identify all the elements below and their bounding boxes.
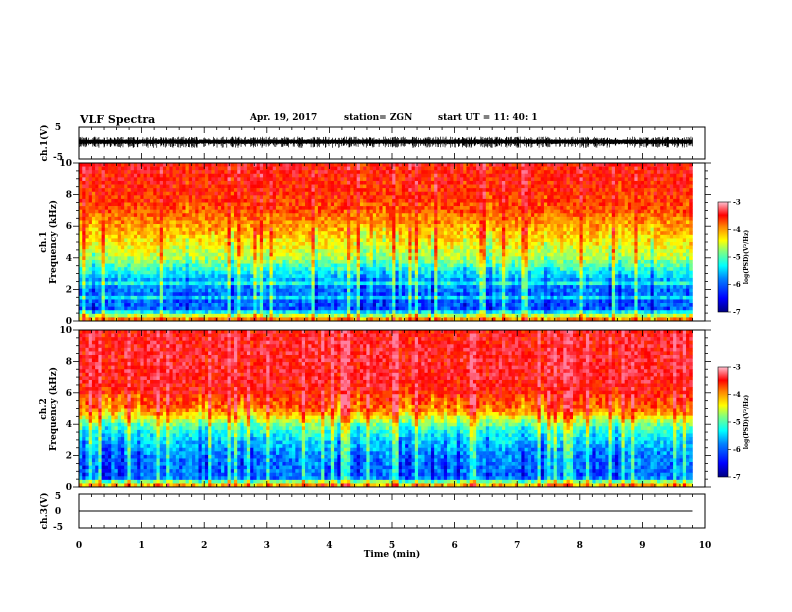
- colorbar-tick-label: -6: [733, 445, 741, 454]
- ch3-ytick-middle: 0: [55, 507, 61, 517]
- spectrogram-ytick-label: 2: [66, 285, 72, 295]
- panel-ch2-spectrogram: 0 2 4 6 8 10 ch.2 Frequency (kHz) -3 -4 -5 -6 -7 …: [39, 326, 750, 493]
- time-tick-label: 8: [577, 541, 583, 551]
- spectrogram-ytick-label: 2: [66, 452, 72, 462]
- ch2-spectrogram-ylabel-freq: Frequency (kHz): [48, 367, 59, 451]
- ch1-spectrogram-ylabel-channel: ch.1: [39, 231, 49, 252]
- time-tick-label: 3: [264, 541, 270, 551]
- spectrogram-ytick-label: 10: [59, 159, 72, 169]
- colorbar-tick-label: -3: [733, 198, 741, 207]
- time-tick-label: 9: [639, 541, 645, 551]
- spectrogram-ytick-label: 0: [66, 483, 72, 493]
- ch2-colorbar-ticks: -3 -4 -5 -6 -7: [728, 363, 741, 482]
- ch2-spectrogram-ylabel-channel: ch.2: [39, 398, 49, 419]
- spectrogram-ytick-label: 4: [66, 420, 72, 430]
- ch1-colorbar-label: log(PSD)(V²/Hz): [743, 230, 750, 285]
- ch1-colorbar: -3 -4 -5 -6 -7 log(PSD)(V²/Hz): [718, 198, 750, 317]
- ch3-waveform-ylabel: ch.3(V): [39, 493, 50, 530]
- ch2-colorbar: -3 -4 -5 -6 -7 log(PSD)(V²/Hz): [718, 363, 750, 482]
- colorbar-tick-label: -4: [733, 225, 741, 234]
- ch3-ytick-bottom: -5: [53, 523, 63, 533]
- time-axis-label: Time (min): [364, 549, 421, 560]
- ch1-spectrogram-ylabel-freq: Frequency (kHz): [48, 200, 59, 284]
- ch2-colorbar-label: log(PSD)(V²/Hz): [743, 395, 750, 450]
- ch2-spectrogram-image: [79, 330, 693, 487]
- time-tick-label: 0: [76, 541, 82, 551]
- colorbar-tick-label: -5: [733, 253, 741, 262]
- time-tick-label: 1: [138, 541, 144, 551]
- ch2-colorbar-scale: [718, 367, 728, 477]
- spectrogram-ytick-label: 8: [66, 191, 72, 201]
- spectrogram-ytick-label: 8: [66, 357, 72, 367]
- colorbar-tick-label: -7: [733, 308, 741, 317]
- time-tick-label: 10: [699, 541, 712, 551]
- spectrogram-ytick-label: 6: [66, 222, 72, 232]
- colorbar-tick-label: -4: [733, 390, 741, 399]
- ch1-spectrogram-image: [79, 163, 693, 321]
- ch1-waveform-ylabel: ch.1(V): [39, 125, 50, 162]
- colorbar-tick-label: -3: [733, 363, 741, 372]
- colorbar-tick-label: -5: [733, 418, 741, 427]
- colorbar-tick-label: -7: [733, 473, 741, 482]
- time-tick-label: 2: [201, 541, 207, 551]
- ch1-colorbar-scale: [718, 202, 728, 312]
- ch1-ytick-top: 5: [55, 123, 61, 133]
- panel-ch3-waveform: 5 0 -5 ch.3(V) 0 1 2 3 4 5 6 7 8 9 10 Time (min): [39, 492, 711, 560]
- colorbar-tick-label: -6: [733, 280, 741, 289]
- time-tick-label: 7: [514, 541, 520, 551]
- ch1-colorbar-ticks: -3 -4 -5 -6 -7: [728, 198, 741, 317]
- time-tick-label: 4: [326, 541, 332, 551]
- spectrogram-ytick-label: 10: [59, 326, 72, 336]
- ch3-ytick-top: 5: [55, 492, 61, 502]
- panel-ch1-waveform: 5 -5 ch.1(V): [39, 123, 705, 163]
- time-tick-label: 6: [451, 541, 457, 551]
- spectrogram-ytick-label: 6: [66, 389, 72, 399]
- spectrogram-ytick-label: 4: [66, 254, 72, 264]
